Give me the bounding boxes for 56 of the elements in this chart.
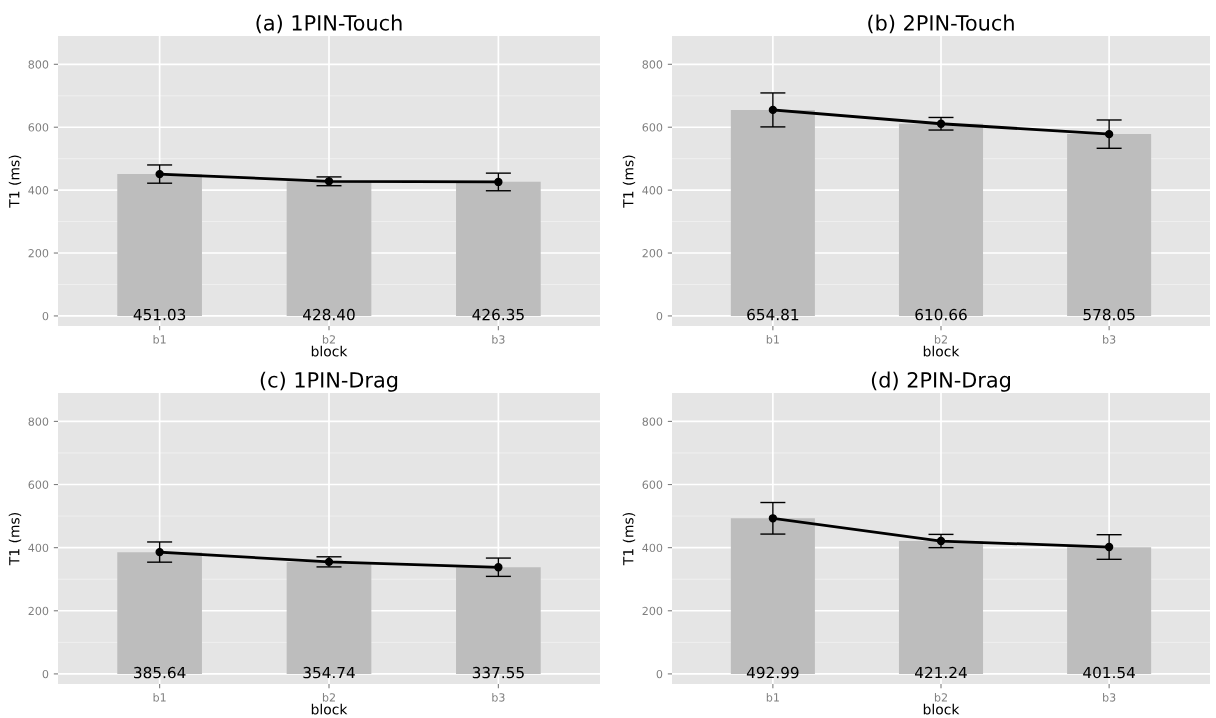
chart-title: (c) 1PIN-Drag	[260, 371, 398, 392]
x-axis-title: block	[311, 345, 348, 357]
y-axis-title: T1 (ms)	[622, 513, 636, 566]
data-label: 428.40	[303, 308, 355, 321]
x-tick-label: b3	[1103, 335, 1116, 344]
y-tick-label: 600	[642, 480, 663, 489]
data-label: 385.64	[134, 666, 186, 679]
x-tick-label: b1	[153, 335, 166, 344]
data-label: 354.74	[303, 666, 355, 679]
y-tick-label: 600	[28, 123, 49, 132]
y-tick-label: 200	[28, 606, 49, 616]
x-tick-label: b1	[766, 693, 779, 702]
y-tick-label: 0	[656, 669, 663, 679]
data-label: 492.99	[746, 666, 799, 679]
y-tick-label: 800	[28, 60, 49, 69]
y-tick-label: 800	[28, 417, 49, 426]
x-tick-label: b2	[934, 693, 947, 702]
x-tick-label: b1	[766, 335, 779, 344]
y-tick-label: 200	[28, 249, 49, 258]
data-label: 426.35	[472, 308, 524, 321]
y-tick-label: 400	[642, 186, 663, 195]
y-tick-label: 400	[28, 186, 49, 195]
x-axis-title: block	[923, 345, 960, 357]
y-tick-label: 400	[642, 543, 663, 553]
data-label: 421.24	[915, 666, 967, 679]
y-tick-label: 600	[642, 123, 663, 132]
y-tick-label: 800	[642, 60, 663, 69]
y-tick-label: 0	[656, 311, 663, 321]
x-tick-label: b2	[322, 335, 335, 344]
x-tick-label: b2	[322, 693, 335, 702]
x-tick-label: b3	[492, 693, 505, 702]
data-label: 451.03	[133, 308, 186, 321]
x-tick-label: b1	[153, 693, 166, 702]
data-label: 610.66	[915, 308, 967, 321]
chart-title: (a) 1PIN-Touch	[256, 14, 402, 34]
y-tick-label: 800	[642, 417, 663, 426]
y-axis-title: T1 (ms)	[8, 513, 22, 566]
y-tick-label: 400	[28, 543, 49, 553]
x-axis-title: block	[923, 703, 960, 715]
x-tick-label: b3	[1103, 693, 1116, 702]
x-axis-title: block	[311, 703, 348, 715]
data-label: 337.55	[472, 666, 524, 679]
chart-title: (b) 2PIN-Touch	[868, 14, 1014, 34]
y-axis-title: T1 (ms)	[622, 155, 636, 208]
data-label: 401.54	[1083, 666, 1135, 679]
y-tick-label: 600	[28, 480, 49, 489]
data-label: 654.81	[747, 308, 799, 321]
data-label: 578.05	[1083, 308, 1135, 321]
y-tick-label: 0	[42, 669, 49, 679]
x-tick-label: b2	[934, 335, 947, 344]
x-tick-label: b3	[492, 335, 505, 344]
y-tick-label: 0	[42, 311, 49, 321]
y-tick-label: 200	[642, 249, 663, 258]
y-axis-title: T1 (ms)	[8, 155, 22, 208]
y-tick-label: 200	[642, 606, 663, 616]
chart-title: (d) 2PIN-Drag	[871, 371, 1010, 392]
